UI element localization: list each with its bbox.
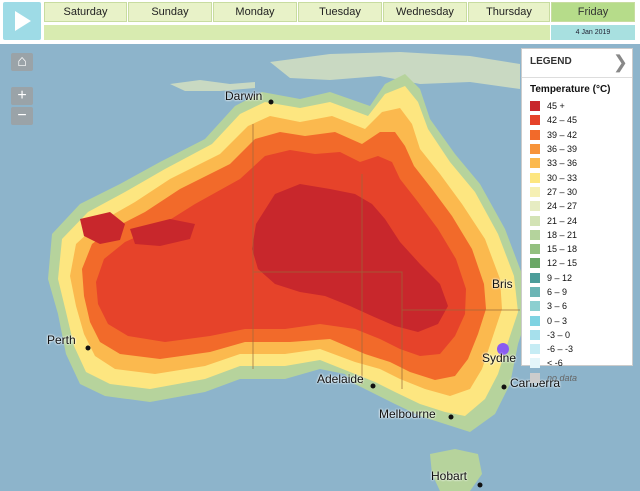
legend-item: 33 – 36: [522, 156, 632, 170]
legend-label: 9 – 12: [547, 272, 573, 283]
legend-label: 45 +: [547, 101, 565, 112]
legend-label: 21 – 24: [547, 215, 578, 226]
day-tab-monday[interactable]: Monday: [213, 2, 297, 22]
legend-label: 42 – 45: [547, 115, 578, 126]
city-label-canberra: Canberra: [510, 376, 561, 390]
legend-swatch: [530, 229, 540, 240]
legend-swatch: [530, 258, 540, 269]
legend-item: < -6: [522, 356, 632, 370]
legend-swatch: [530, 344, 540, 355]
legend-swatch: [530, 129, 540, 140]
legend-label: 0 – 3: [547, 315, 568, 326]
legend-label: 3 – 6: [547, 301, 568, 312]
city-label-adelaide: Adelaide: [317, 372, 364, 386]
legend-subtitle: Temperature (°C): [530, 84, 611, 95]
legend-item: 3 – 6: [522, 299, 632, 313]
legend-swatch: [530, 158, 540, 169]
legend-item: 12 – 15: [522, 256, 632, 270]
legend-panel: LEGEND ❯ Temperature (°C) 45 + 42 – 45 39 …: [521, 48, 633, 383]
legend-item: 15 – 18: [522, 242, 632, 256]
legend-swatch: [530, 101, 540, 112]
legend-item: 24 – 27: [522, 199, 632, 213]
legend-swatch: [530, 272, 540, 283]
city-label-darwin: Darwin: [225, 89, 263, 103]
zoom-out-button[interactable]: −: [11, 107, 33, 125]
date-strip[interactable]: [44, 25, 550, 40]
city-label-hobart: Hobart: [431, 469, 468, 483]
day-tab-saturday[interactable]: Saturday: [44, 2, 127, 22]
city-dots: [85, 99, 507, 488]
day-tab-thursday[interactable]: Thursday: [468, 2, 550, 22]
city-label-sydney: Sydne: [482, 351, 517, 365]
legend-swatch: [530, 215, 540, 226]
legend-label: < -6: [547, 358, 563, 369]
legend-swatch: [530, 358, 540, 369]
timeline-bar: Saturday Sunday Monday Tuesday Wednesday…: [0, 0, 640, 44]
legend-item: 21 – 24: [522, 213, 632, 227]
legend-swatch: [530, 186, 540, 197]
zoom-in-button[interactable]: +: [11, 87, 33, 105]
city-label-perth: Perth: [47, 333, 76, 347]
legend-label: 15 – 18: [547, 244, 578, 255]
day-tab-tuesday[interactable]: Tuesday: [298, 2, 382, 22]
legend-item: 27 – 30: [522, 185, 632, 199]
tasmania: [430, 449, 482, 491]
location-marker[interactable]: [497, 343, 509, 355]
legend-label: 30 – 33: [547, 172, 578, 183]
zone-45-plus-west2: [130, 219, 195, 246]
day-tab-sunday[interactable]: Sunday: [128, 2, 212, 22]
legend-label: 12 – 15: [547, 258, 578, 269]
legend-item: 42 – 45: [522, 113, 632, 127]
city-label-brisbane: Bris: [492, 277, 513, 291]
legend-swatch: [530, 144, 540, 155]
legend-label: -6 – -3: [547, 344, 574, 355]
legend-item: 30 – 33: [522, 170, 632, 184]
legend-label: 27 – 30: [547, 186, 578, 197]
legend-label: 18 – 21: [547, 229, 578, 240]
zone-45-plus-west: [80, 212, 125, 244]
legend-label: 33 – 36: [547, 158, 578, 169]
legend-item: 45 +: [522, 99, 632, 113]
zone-45-plus: [252, 184, 448, 332]
legend-swatch: [530, 315, 540, 326]
legend-items: 45 + 42 – 45 39 – 42 36 – 39 33 – 36 30 – 33 2…: [522, 99, 632, 385]
legend-item: 36 – 39: [522, 142, 632, 156]
legend-item: -3 – 0: [522, 328, 632, 342]
date-label-friday: 4 Jan 2019: [551, 25, 635, 40]
state-borders: [252, 124, 520, 389]
new-guinea: [270, 52, 520, 89]
legend-label: 39 – 42: [547, 129, 578, 140]
legend-swatch: [530, 244, 540, 255]
legend-swatch: [530, 172, 540, 183]
legend-swatch: [530, 329, 540, 340]
legend-label: 24 – 27: [547, 201, 578, 212]
legend-header[interactable]: LEGEND ❯: [522, 49, 632, 78]
legend-item: no data: [522, 371, 632, 385]
legend-item: 6 – 9: [522, 285, 632, 299]
legend-label: 36 – 39: [547, 144, 578, 155]
legend-item: 39 – 42: [522, 128, 632, 142]
day-tab-friday[interactable]: Friday: [551, 2, 635, 22]
australia-home-icon[interactable]: ⌂: [11, 53, 33, 71]
legend-title: LEGEND: [530, 56, 572, 67]
legend-swatch: [530, 287, 540, 297]
city-label-melbourne: Melbourne: [379, 407, 436, 421]
legend-item: 18 – 21: [522, 228, 632, 242]
legend-item: 9 – 12: [522, 271, 632, 285]
legend-item: -6 – -3: [522, 342, 632, 356]
day-tab-wednesday[interactable]: Wednesday: [383, 2, 467, 22]
legend-swatch: [530, 301, 540, 312]
legend-item: 0 – 3: [522, 313, 632, 327]
legend-label: no data: [547, 372, 578, 383]
islands: [170, 80, 255, 91]
legend-swatch: [530, 115, 540, 126]
chevron-right-icon[interactable]: ❯: [612, 52, 628, 72]
legend-swatch: [530, 201, 540, 212]
legend-label: -3 – 0: [547, 329, 571, 340]
legend-label: 6 – 9: [547, 287, 568, 297]
legend-swatch: [530, 372, 540, 383]
play-button[interactable]: [3, 2, 41, 40]
